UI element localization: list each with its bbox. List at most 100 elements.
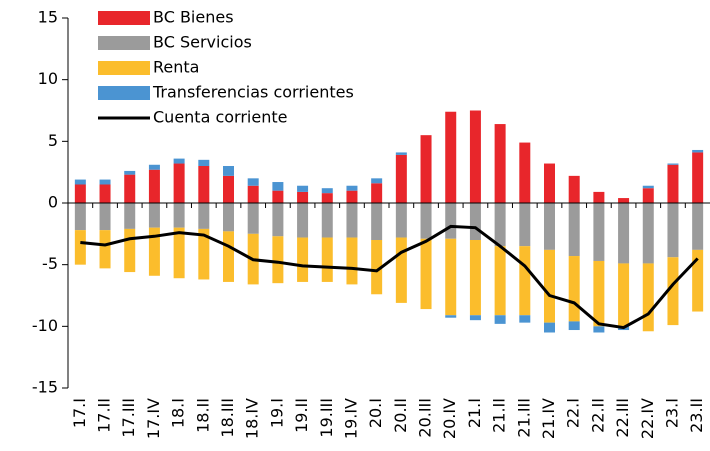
x-tick-label: 19.III <box>317 398 336 438</box>
x-tick-label: 20.III <box>416 398 435 438</box>
bar <box>321 193 333 203</box>
bar <box>321 237 333 282</box>
bar <box>272 236 284 284</box>
bar <box>124 228 136 273</box>
bar <box>469 240 481 316</box>
bar <box>445 315 457 318</box>
bar <box>642 203 654 264</box>
bar <box>74 184 86 203</box>
bar <box>667 257 679 326</box>
bar <box>568 321 580 331</box>
bar <box>247 178 259 186</box>
bar <box>445 111 457 203</box>
bar <box>99 203 111 231</box>
bar <box>124 174 136 203</box>
bar <box>371 183 383 203</box>
bar <box>519 315 531 323</box>
legend-label: Cuenta corriente <box>153 108 287 127</box>
x-tick-label: 17.III <box>119 398 138 438</box>
bar <box>667 163 679 165</box>
x-tick-label: 22.III <box>613 398 632 438</box>
bar <box>321 203 333 238</box>
bar <box>420 238 432 310</box>
legend-label: BC Servicios <box>153 33 252 52</box>
x-tick-label: 19.IV <box>341 398 360 439</box>
bar <box>297 185 309 192</box>
y-tick-label: 0 <box>48 193 58 212</box>
bar <box>297 203 309 238</box>
bar <box>618 198 630 203</box>
x-tick-label: 22.IV <box>638 398 657 439</box>
x-tick-label: 18.I <box>169 398 188 428</box>
x-tick-label: 17.IV <box>144 398 163 439</box>
bar <box>173 158 185 164</box>
bar <box>321 188 333 194</box>
bar <box>223 231 234 282</box>
y-tick-label: 10 <box>38 69 58 88</box>
x-tick-label: 21.IV <box>539 398 558 439</box>
bar <box>395 237 407 303</box>
legend-swatch <box>98 86 150 100</box>
bar <box>198 159 210 166</box>
bar <box>568 175 580 203</box>
x-tick-label: 17.II <box>95 398 114 433</box>
y-tick-label: -15 <box>32 378 58 397</box>
bar <box>544 322 555 333</box>
y-tick-label: -5 <box>42 254 58 273</box>
bar <box>223 203 234 232</box>
bar <box>74 203 86 231</box>
bar <box>99 179 111 185</box>
bar <box>272 190 284 203</box>
bar <box>593 326 605 333</box>
x-tick-label: 20.II <box>391 398 410 433</box>
bar <box>544 163 555 203</box>
x-tick-label: 18.IV <box>243 398 262 439</box>
bar <box>494 124 506 203</box>
x-tick-label: 21.I <box>465 398 484 428</box>
bar <box>395 152 407 155</box>
bar <box>74 230 86 265</box>
bar <box>223 166 234 176</box>
y-tick-label: 15 <box>38 8 58 27</box>
bar <box>148 203 160 228</box>
bar <box>395 203 407 238</box>
bar <box>124 203 136 229</box>
x-tick-label: 21.II <box>490 398 509 433</box>
bar <box>247 185 259 203</box>
bar <box>297 191 309 203</box>
x-tick-label: 23.I <box>662 398 681 428</box>
bar <box>148 227 160 276</box>
bar <box>297 237 309 282</box>
bar <box>247 203 259 234</box>
bar <box>568 203 580 257</box>
bar <box>445 203 457 239</box>
bar <box>494 246 506 316</box>
bar <box>544 203 555 250</box>
bar <box>593 203 605 261</box>
bar <box>420 203 432 239</box>
bar <box>99 230 111 269</box>
legend-swatch <box>98 61 150 75</box>
bar <box>519 203 531 247</box>
bar <box>173 203 185 228</box>
bar <box>642 263 654 332</box>
bar <box>198 166 210 203</box>
bar <box>618 263 630 327</box>
x-tick-label: 21.III <box>514 398 533 438</box>
bar <box>148 169 160 203</box>
bar <box>469 315 481 321</box>
bar <box>544 249 555 323</box>
bar <box>494 203 506 247</box>
bar <box>519 142 531 203</box>
bar <box>692 249 704 312</box>
bar <box>371 240 383 295</box>
bar <box>173 227 185 279</box>
bar <box>692 152 704 203</box>
bar <box>272 203 284 237</box>
bar <box>371 178 383 184</box>
x-tick-label: 17.I <box>70 398 89 428</box>
bar <box>346 203 358 238</box>
bar <box>469 203 481 240</box>
x-tick-label: 18.III <box>218 398 237 438</box>
